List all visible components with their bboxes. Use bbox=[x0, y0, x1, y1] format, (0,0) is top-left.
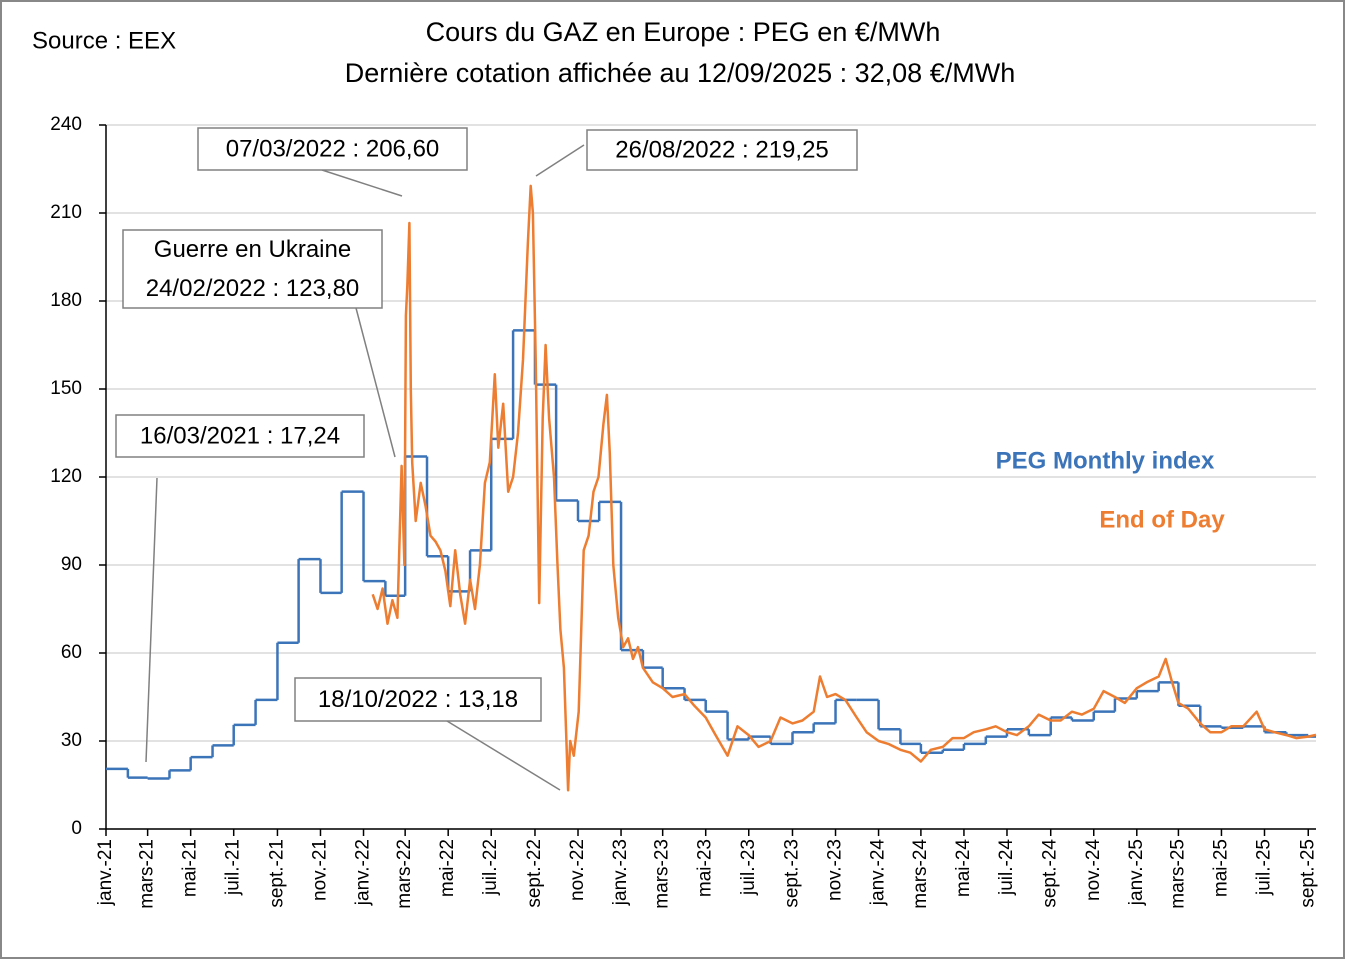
y-tick-label: 120 bbox=[50, 466, 82, 487]
chart-subtitle: Dernière cotation affichée au 12/09/2025… bbox=[345, 58, 1015, 88]
annotation-text: Guerre en Ukraine bbox=[154, 236, 351, 263]
x-tick-label: janv.-25 bbox=[1126, 839, 1147, 906]
x-tick-label: sept.-24 bbox=[1040, 839, 1061, 908]
annotation-leader bbox=[446, 720, 561, 791]
x-tick-label: mars-23 bbox=[652, 839, 673, 909]
annotation-box bbox=[586, 129, 858, 171]
annotation-text: 26/08/2022 : 219,25 bbox=[615, 136, 829, 163]
x-tick-label: janv.-21 bbox=[95, 839, 116, 906]
y-tick-label: 150 bbox=[50, 378, 82, 399]
annotation-leader bbox=[145, 477, 158, 763]
y-tick-label: 30 bbox=[61, 730, 82, 751]
x-tick-label: juil.-21 bbox=[223, 839, 244, 896]
annotation-box bbox=[197, 127, 468, 171]
x-tick-label: sept.-22 bbox=[524, 839, 545, 908]
x-tick-label: juil.-25 bbox=[1254, 839, 1275, 896]
y-tick-label: 60 bbox=[61, 642, 82, 663]
x-tick-label: janv.-22 bbox=[353, 839, 374, 906]
annotation-text: 07/03/2022 : 206,60 bbox=[226, 135, 440, 162]
y-tick-label: 210 bbox=[50, 202, 82, 223]
x-tick-label: mai-22 bbox=[437, 839, 458, 897]
annotation-box bbox=[294, 677, 542, 722]
x-tick-label: janv.-24 bbox=[868, 839, 889, 907]
annotation-text: 18/10/2022 : 13,18 bbox=[318, 686, 518, 713]
annotation-box bbox=[122, 229, 383, 309]
x-tick-label: mars-22 bbox=[394, 839, 415, 909]
x-tick-label: juil.-24 bbox=[996, 839, 1017, 896]
annotation-box bbox=[115, 414, 365, 458]
x-tick-label: mars-21 bbox=[137, 839, 158, 909]
x-tick-label: nov.-23 bbox=[825, 839, 846, 901]
x-tick-label: sept.-25 bbox=[1297, 839, 1318, 908]
annotation-leader bbox=[355, 307, 396, 458]
chart-title: Cours du GAZ en Europe : PEG en €/MWh bbox=[426, 17, 941, 47]
x-tick-label: mai-21 bbox=[180, 839, 201, 897]
x-tick-label: mai-23 bbox=[695, 839, 716, 897]
source: Source : EEX bbox=[32, 27, 176, 54]
x-tick-label: mai-25 bbox=[1210, 839, 1231, 897]
x-tick-label: mars-24 bbox=[910, 839, 931, 909]
y-tick-label: 90 bbox=[61, 554, 82, 575]
legend-label: End of Day bbox=[1099, 506, 1225, 533]
annotation-text: 16/03/2021 : 17,24 bbox=[140, 422, 340, 449]
y-tick-label: 180 bbox=[50, 290, 82, 311]
y-tick-label: 0 bbox=[71, 818, 82, 839]
x-tick-label: nov.-24 bbox=[1083, 839, 1104, 901]
x-tick-label: mars-25 bbox=[1167, 839, 1188, 909]
annotation-leader bbox=[321, 169, 403, 197]
x-tick-label: juil.-22 bbox=[480, 839, 501, 896]
x-tick-label: mai-24 bbox=[953, 839, 974, 898]
x-tick-label: sept.-23 bbox=[782, 839, 803, 908]
legend-label: PEG Monthly index bbox=[996, 447, 1215, 474]
y-tick-label: 240 bbox=[50, 114, 82, 135]
annotation-text: 24/02/2022 : 123,80 bbox=[146, 275, 360, 302]
x-tick-label: juil.-23 bbox=[738, 839, 759, 896]
x-tick-label: nov.-22 bbox=[567, 839, 588, 901]
annotation-leader bbox=[535, 144, 585, 177]
x-tick-label: janv.-23 bbox=[610, 839, 631, 906]
series-line bbox=[371, 184, 1317, 792]
x-tick-label: nov.-21 bbox=[309, 839, 330, 901]
x-tick-label: sept.-21 bbox=[266, 839, 287, 908]
